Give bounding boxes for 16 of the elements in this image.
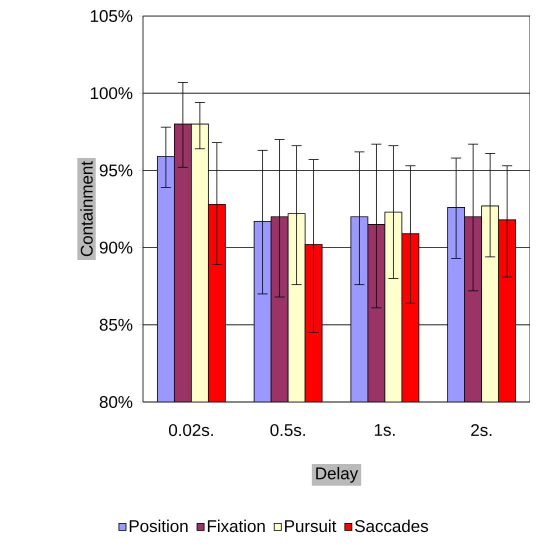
- legend-label: Pursuit: [285, 520, 336, 532]
- y-tick-label: 105%: [90, 10, 132, 22]
- x-tick-label: 2s.: [471, 424, 492, 436]
- x-tick-label: 0.02s.: [168, 424, 213, 436]
- y-tick-label: 100%: [90, 87, 132, 100]
- y-tick-label: 80%: [100, 396, 132, 408]
- x-axis-title: Delay: [316, 466, 358, 483]
- x-tick-label: 1s.: [374, 424, 395, 436]
- y-tick-label: 95%: [100, 164, 132, 176]
- y-axis-title: Containment: [80, 161, 93, 256]
- y-tick-label: 85%: [100, 318, 132, 331]
- x-tick-label: 0.5s.: [270, 424, 305, 436]
- y-tick-label: 90%: [100, 242, 132, 254]
- legend-label: Saccades: [355, 520, 428, 532]
- legend-label: Fixation: [208, 520, 265, 532]
- legend-label: Position: [130, 520, 188, 532]
